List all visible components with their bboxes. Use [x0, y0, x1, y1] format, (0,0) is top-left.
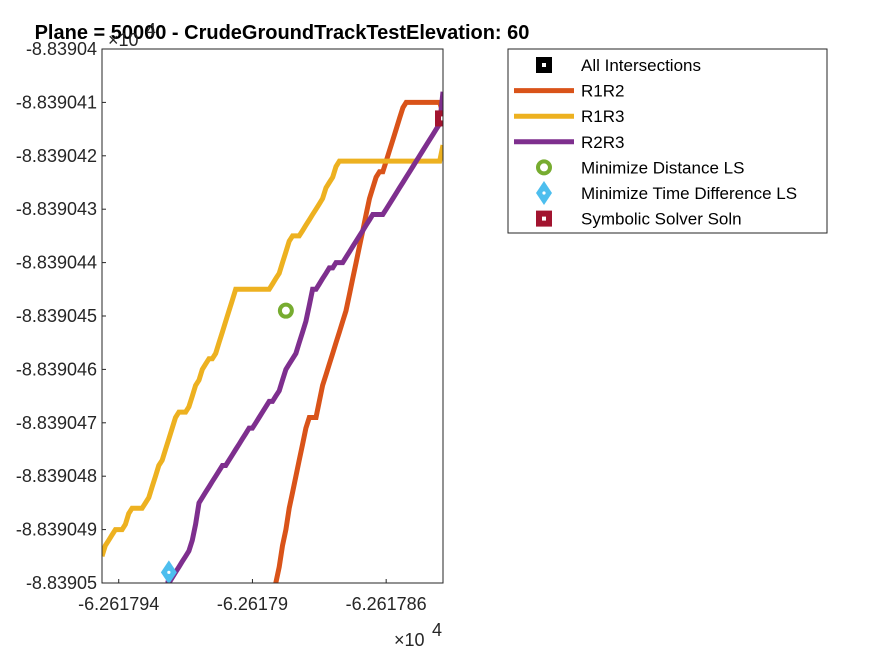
x-exponent-base: ×10 — [394, 630, 425, 650]
series-line-r2r3 — [165, 91, 443, 583]
y-tick-label: -8.83904 — [26, 39, 97, 59]
axes: -8.83904 -8.839041 -8.839042 -8.839043 -8.83… — [16, 39, 444, 614]
marker-symbolic-solver-soln — [435, 110, 443, 127]
legend-label: R1R3 — [581, 107, 624, 126]
x-tick-label: -6.261794 — [78, 594, 159, 614]
y-exponent-base: ×10 — [108, 30, 139, 50]
x-tick-label: -6.26179 — [217, 594, 288, 614]
y-tick-label: -8.839046 — [16, 359, 97, 379]
legend-entry: R1R3 — [514, 107, 624, 126]
legend-entry: All Intersections — [536, 56, 701, 75]
y-tick-label: -8.839043 — [16, 199, 97, 219]
legend-swatch-minimize-distance-ls — [536, 159, 552, 176]
y-tick-label: -8.839042 — [16, 146, 97, 166]
legend-swatch-symbolic-solver-soln — [536, 210, 552, 227]
marker-minimize-time-difference-ls — [160, 560, 177, 583]
y-ticks: -8.83904 -8.839041 -8.839042 -8.839043 -8.83… — [16, 39, 106, 593]
series-line-r1r3 — [102, 144, 443, 558]
x-tick-label: -6.261786 — [346, 594, 427, 614]
legend-items: All Intersections R1R2 R1R3 R2R3 Minimize Di… — [514, 56, 797, 229]
legend-label: All Intersections — [581, 56, 701, 75]
legend-label: Symbolic Solver Soln — [581, 210, 742, 229]
series-layer — [102, 91, 443, 583]
x-exponent: ×10 4 — [394, 620, 442, 650]
y-exponent: ×10 4 — [108, 20, 156, 50]
axes-box — [101, 48, 444, 584]
y-tick-label: -8.839047 — [16, 413, 97, 433]
y-tick-label: -8.839049 — [16, 520, 97, 540]
legend-entry: Minimize Distance LS — [536, 158, 744, 177]
legend-label: Minimize Distance LS — [581, 158, 744, 177]
y-tick-label: -8.83905 — [26, 573, 97, 593]
legend-entry: R1R2 — [514, 82, 624, 101]
marker-minimize-distance-ls — [277, 302, 294, 319]
y-tick-label: -8.839048 — [16, 466, 97, 486]
legend: All Intersections R1R2 R1R3 R2R3 Minimize Di… — [507, 48, 828, 234]
y-tick-label: -8.839044 — [16, 253, 97, 273]
legend-swatch-all-intersections — [536, 57, 552, 73]
legend-entry: Symbolic Solver Soln — [536, 210, 742, 229]
legend-label: Minimize Time Difference LS — [581, 184, 797, 203]
y-tick-label: -8.839045 — [16, 306, 97, 326]
legend-swatch-minimize-time-difference-ls — [536, 181, 552, 205]
legend-label: R2R3 — [581, 133, 624, 152]
x-ticks: -6.261794 -6.26179 -6.261786 — [78, 579, 427, 614]
legend-entry: Minimize Time Difference LS — [536, 181, 797, 205]
x-exponent-power: 4 — [432, 620, 442, 640]
y-tick-label: -8.839041 — [16, 92, 97, 112]
y-exponent-power: 4 — [146, 20, 156, 40]
legend-label: R1R2 — [581, 82, 624, 101]
chart-title: Plane = 50000 - CrudeGroundTrackTestElev… — [35, 22, 530, 44]
legend-entry: R2R3 — [514, 133, 624, 152]
series-line-r1r2 — [273, 99, 443, 583]
